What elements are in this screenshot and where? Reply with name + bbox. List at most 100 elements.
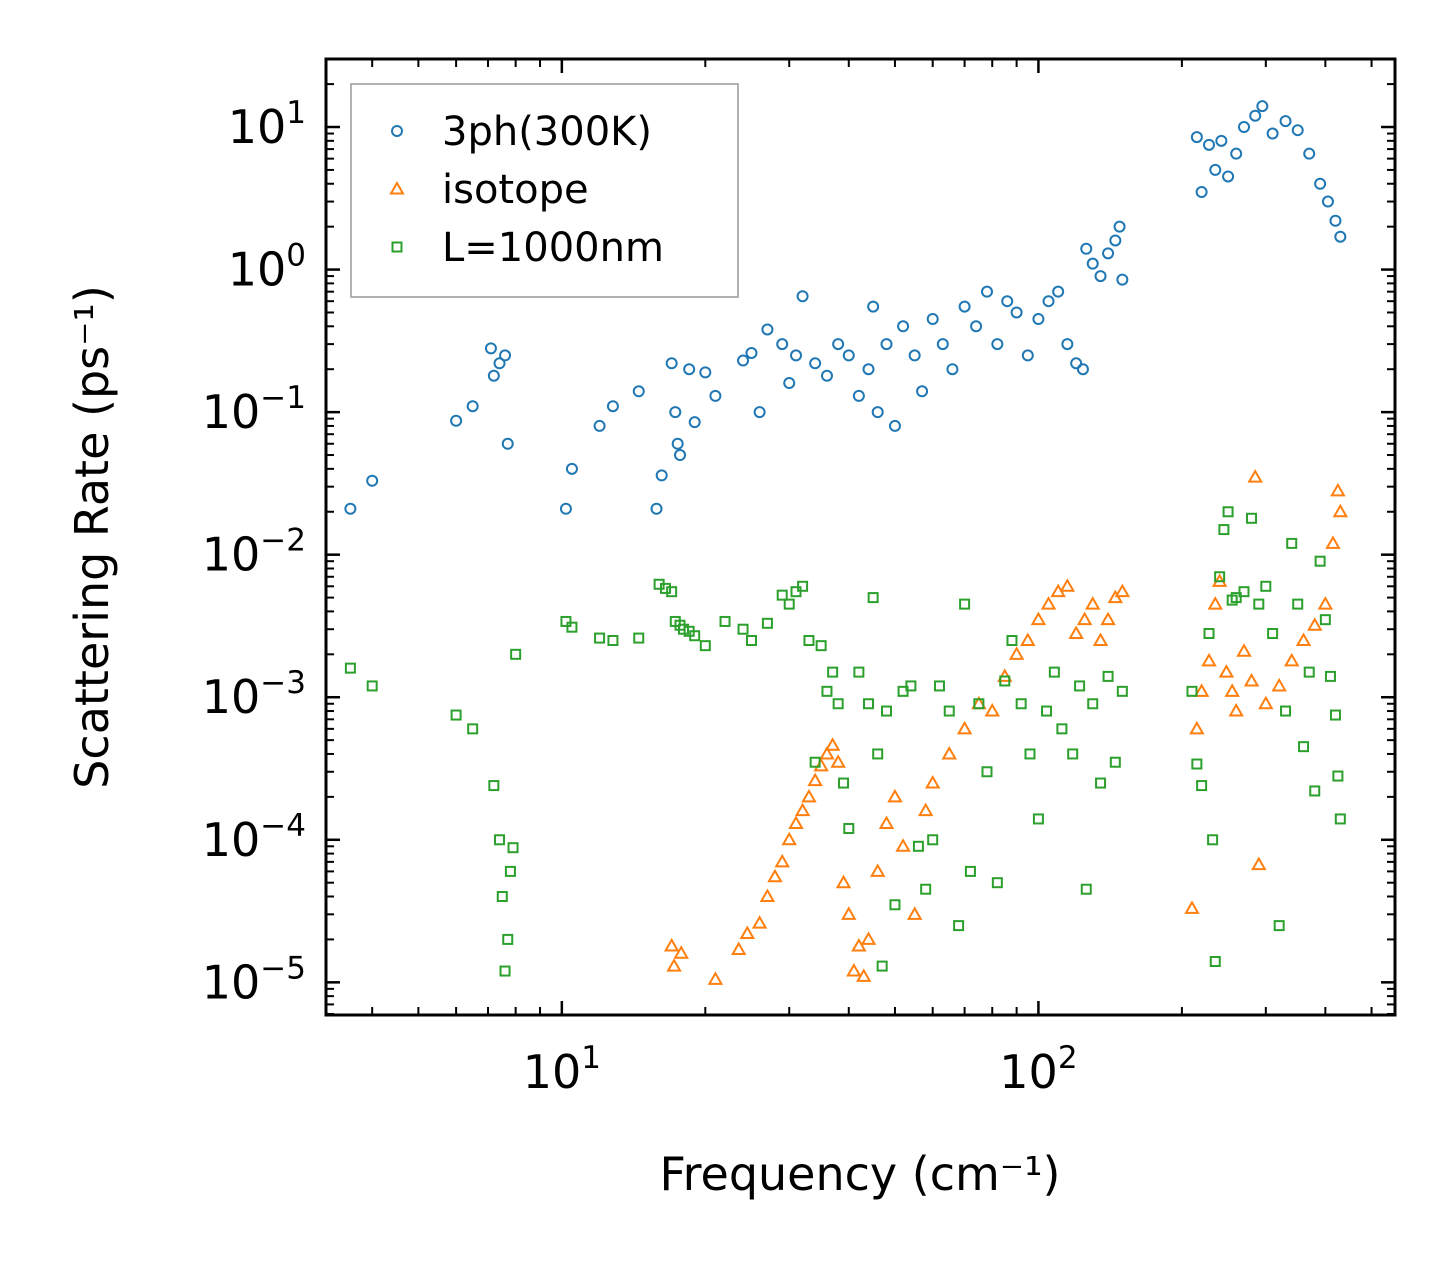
data-point: [867, 300, 880, 313]
data-point: [1332, 503, 1349, 518]
data-point: [1330, 482, 1346, 497]
data-point: [683, 363, 696, 376]
y-tick-label: 10−3: [202, 665, 306, 724]
legend-label: L=1000nm: [442, 225, 664, 271]
data-point: [488, 780, 500, 792]
data-point: [1332, 770, 1344, 782]
data-point: [467, 723, 479, 735]
data-point: [1271, 677, 1287, 692]
data-point: [980, 285, 993, 298]
data-point: [862, 698, 874, 710]
data-point: [1324, 670, 1336, 682]
data-point: [984, 703, 1000, 717]
data-point: [671, 437, 684, 450]
data-point: [821, 685, 833, 697]
data-point: [633, 632, 645, 644]
data-point: [1266, 127, 1279, 140]
data-point: [1258, 695, 1274, 710]
data-point: [973, 698, 985, 710]
data-point: [1109, 756, 1121, 768]
x-axis-title: Frequency (cm⁻¹): [660, 1147, 1061, 1201]
data-point: [1303, 147, 1316, 160]
data-point: [1325, 535, 1341, 549]
data-point: [943, 705, 955, 717]
data-point: [504, 865, 516, 877]
data-point: [1184, 900, 1200, 914]
data-point: [1191, 758, 1203, 770]
data-point: [737, 354, 750, 367]
data-point: [1052, 285, 1065, 298]
data-point: [1267, 627, 1279, 639]
data-point: [991, 338, 1004, 351]
data-point: [819, 745, 835, 760]
data-point: [889, 899, 901, 911]
data-point: [941, 745, 957, 760]
data-point: [1020, 632, 1036, 647]
data-point: [1279, 115, 1292, 128]
data-point: [1040, 596, 1057, 610]
data-point: [1329, 214, 1342, 227]
data-point: [450, 414, 463, 427]
data-point: [565, 462, 578, 475]
data-point: [501, 437, 514, 450]
data-point: [1298, 741, 1310, 753]
data-point: [1280, 705, 1292, 717]
data-point: [677, 623, 689, 635]
data-point: [1080, 242, 1093, 255]
y-tick-label: 10−4: [202, 808, 306, 867]
data-point: [1222, 506, 1234, 518]
data-point: [856, 968, 872, 982]
data-point: [1224, 683, 1240, 697]
data-point: [1042, 295, 1055, 308]
data-point: [924, 775, 941, 789]
data-point: [1321, 195, 1334, 208]
data-point: [674, 449, 687, 462]
data-point: [824, 737, 841, 751]
data-point: [790, 349, 803, 362]
data-point: [1048, 666, 1060, 678]
data-point: [1314, 555, 1326, 567]
data-point: [499, 349, 512, 362]
data-point: [1189, 720, 1205, 735]
data-point: [510, 648, 522, 660]
data-point: [688, 416, 701, 429]
data-point: [809, 357, 822, 370]
data-point: [801, 788, 817, 803]
data-point: [1236, 643, 1252, 657]
data-point: [1243, 672, 1260, 687]
data-point: [709, 389, 722, 402]
data-point: [1113, 220, 1126, 233]
data-point: [860, 931, 877, 945]
data-point: [659, 582, 671, 594]
data-point: [835, 874, 852, 889]
data-point: [917, 802, 934, 817]
data-point: [887, 788, 903, 803]
data-point: [813, 757, 829, 772]
data-point: [1086, 257, 1099, 270]
data-point: [1251, 856, 1267, 871]
data-point: [487, 369, 500, 382]
data-point: [1061, 338, 1074, 351]
data-point: [846, 963, 862, 977]
data-point: [1203, 138, 1216, 151]
data-point: [897, 320, 910, 333]
legend: 3ph(300K) isotope L=1000nm: [350, 83, 739, 298]
data-point: [1207, 834, 1219, 846]
data-point: [776, 338, 789, 351]
data-point: [1067, 748, 1079, 760]
data-point: [832, 698, 844, 710]
y-tick-label: 10−2: [202, 523, 306, 582]
data-point: [991, 877, 1003, 889]
data-point: [606, 400, 619, 413]
x-tick-labels: 101 102: [523, 1040, 1078, 1099]
data-point: [1068, 625, 1084, 639]
data-point: [912, 840, 924, 852]
data-point: [881, 705, 893, 717]
data-point: [832, 338, 845, 351]
data-point: [745, 346, 758, 359]
data-point: [774, 853, 790, 868]
data-point: [507, 842, 519, 854]
data-point: [759, 888, 776, 903]
legend-marker-circle: [391, 125, 403, 137]
data-point: [1203, 627, 1215, 639]
